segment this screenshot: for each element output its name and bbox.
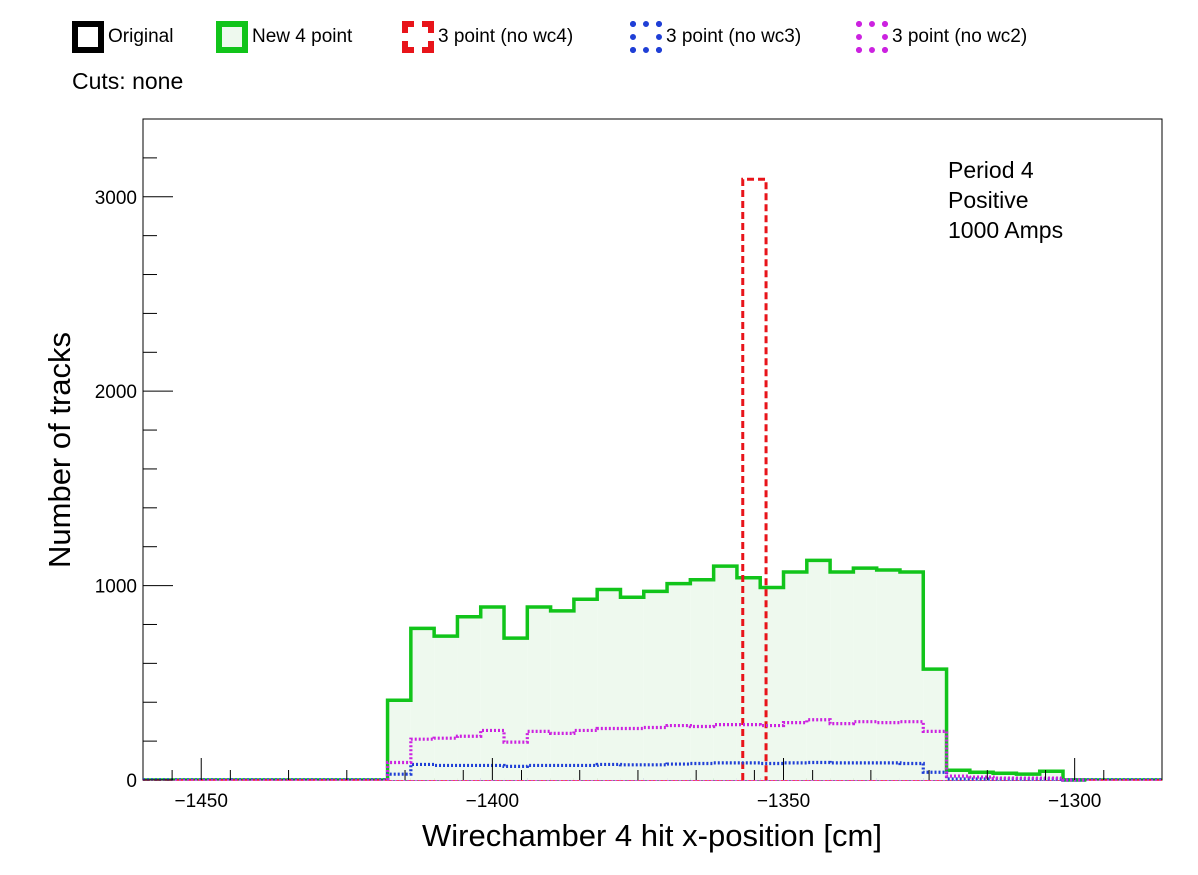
series-3-point-no-wc2 (385, 718, 1087, 782)
x-axis-label: Wirechamber 4 hit x-position [cm] (422, 818, 882, 853)
histogram-outline (385, 718, 1087, 782)
x-tick-label: −1450 (175, 791, 228, 812)
series-3-point-no-wc4 (741, 177, 768, 780)
histogram-bin (783, 571, 807, 780)
histogram-bin (620, 597, 644, 780)
info-box: Period 4 Positive 1000 Amps (948, 155, 1063, 245)
info-current: 1000 Amps (948, 217, 1064, 243)
legend-item: 3 point (no wc4) (402, 16, 573, 58)
legend-swatch (856, 21, 888, 53)
legend-item: New 4 point (216, 16, 352, 58)
info-polarity: Positive (948, 187, 1029, 213)
legend-label: 3 point (no wc3) (666, 26, 802, 47)
histogram-bin (573, 599, 598, 780)
legend-swatch (72, 21, 104, 53)
legend-item: 3 point (no wc2) (856, 16, 1027, 58)
x-tick-label: −1300 (1048, 791, 1101, 812)
histogram-bin (830, 571, 854, 780)
legend-swatch (216, 21, 248, 53)
histogram-bin (690, 579, 714, 780)
y-tick-label: 3000 (95, 188, 137, 209)
y-tick-label: 2000 (95, 382, 137, 403)
histogram-bin (504, 638, 528, 780)
histogram-bin (597, 589, 621, 780)
info-period: Period 4 (948, 157, 1034, 183)
legend-swatch (630, 21, 662, 53)
legend-item: Original (72, 16, 173, 58)
x-tick-label: −1350 (757, 791, 810, 812)
histogram-bin (667, 583, 691, 780)
legend-label: Original (108, 26, 174, 47)
histogram-bar (741, 177, 768, 780)
series-layer (143, 177, 1162, 782)
legend: Original New 4 point 3 point (no wc4) 3 poi… (0, 0, 1198, 70)
cuts-label: Cuts: none (72, 68, 184, 94)
histogram-outline (385, 558, 1087, 782)
histogram-bin (643, 591, 668, 780)
histogram-bin (853, 568, 877, 780)
histogram-bin (923, 669, 947, 780)
histogram-bin (434, 636, 458, 780)
x-tick-label: −1400 (466, 791, 519, 812)
axes-layer: −1450 −1400 −1350 −1300 0 1000 2000 3000 (95, 118, 1163, 812)
histogram-bin (736, 577, 761, 780)
histogram-bin (760, 587, 784, 780)
histogram-bin (457, 616, 481, 780)
y-tick-label: 0 (126, 771, 137, 792)
legend-swatch (402, 21, 434, 53)
histogram-bin (387, 700, 411, 780)
histogram-bin (480, 606, 505, 780)
histogram-bin (550, 610, 574, 780)
y-axis-label: Number of tracks (42, 332, 77, 568)
histogram-bin (876, 570, 900, 780)
legend-label: 3 point (no wc4) (438, 26, 574, 47)
histogram-bin (899, 571, 924, 780)
histogram-bin (713, 566, 737, 780)
series-new-4-point (385, 558, 1087, 782)
legend-label: New 4 point (252, 26, 353, 47)
histogram-bin (1039, 771, 1064, 780)
histogram-bin (806, 560, 831, 780)
histogram-bin (527, 606, 551, 780)
histogram-bin (410, 628, 435, 780)
legend-item: 3 point (no wc3) (630, 16, 801, 58)
y-tick-label: 1000 (95, 577, 137, 598)
legend-label: 3 point (no wc2) (892, 26, 1028, 47)
